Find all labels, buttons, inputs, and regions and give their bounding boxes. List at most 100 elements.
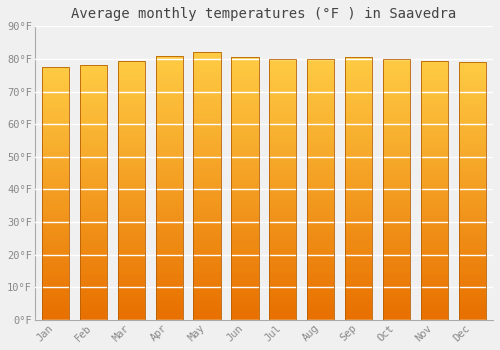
- Bar: [458, 130, 486, 133]
- Bar: [345, 254, 372, 258]
- Bar: [345, 57, 372, 61]
- Bar: [80, 269, 107, 272]
- Bar: [232, 215, 258, 218]
- Bar: [194, 153, 220, 156]
- Bar: [307, 300, 334, 304]
- Bar: [458, 127, 486, 130]
- Bar: [42, 295, 69, 298]
- Bar: [194, 89, 220, 92]
- Bar: [156, 317, 183, 320]
- Bar: [307, 310, 334, 313]
- Bar: [383, 251, 410, 255]
- Bar: [307, 95, 334, 98]
- Bar: [42, 206, 69, 209]
- Bar: [80, 167, 107, 170]
- Bar: [232, 225, 258, 228]
- Bar: [269, 255, 296, 258]
- Bar: [80, 164, 107, 167]
- Bar: [232, 103, 258, 106]
- Bar: [345, 238, 372, 241]
- Bar: [42, 172, 69, 175]
- Bar: [232, 139, 258, 143]
- Bar: [80, 199, 107, 202]
- Bar: [232, 123, 258, 126]
- Bar: [232, 248, 258, 251]
- Bar: [420, 274, 448, 278]
- Bar: [458, 252, 486, 256]
- Bar: [458, 98, 486, 101]
- Bar: [345, 70, 372, 74]
- Bar: [345, 80, 372, 84]
- Bar: [458, 94, 486, 98]
- Bar: [307, 258, 334, 261]
- Bar: [383, 108, 410, 111]
- Bar: [194, 250, 220, 253]
- Bar: [232, 244, 258, 248]
- Bar: [232, 57, 258, 320]
- Bar: [269, 278, 296, 281]
- Bar: [80, 224, 107, 228]
- Bar: [80, 234, 107, 237]
- Bar: [269, 163, 296, 167]
- Bar: [307, 251, 334, 255]
- Bar: [194, 300, 220, 303]
- Bar: [383, 238, 410, 242]
- Bar: [42, 241, 69, 244]
- Bar: [307, 268, 334, 271]
- Bar: [307, 167, 334, 170]
- Bar: [156, 218, 183, 221]
- Bar: [118, 190, 145, 194]
- Bar: [458, 310, 486, 314]
- Bar: [458, 191, 486, 194]
- Bar: [42, 86, 69, 89]
- Bar: [269, 95, 296, 98]
- Bar: [42, 314, 69, 317]
- Bar: [118, 291, 145, 294]
- Bar: [269, 167, 296, 170]
- Bar: [232, 100, 258, 103]
- Bar: [42, 108, 69, 111]
- Bar: [458, 149, 486, 152]
- Bar: [232, 267, 258, 271]
- Bar: [194, 263, 220, 266]
- Bar: [42, 143, 69, 146]
- Bar: [194, 303, 220, 307]
- Bar: [307, 147, 334, 150]
- Bar: [42, 118, 69, 121]
- Bar: [42, 282, 69, 285]
- Bar: [307, 261, 334, 265]
- Bar: [118, 255, 145, 258]
- Bar: [80, 148, 107, 151]
- Bar: [42, 304, 69, 307]
- Bar: [194, 109, 220, 113]
- Bar: [269, 59, 296, 320]
- Bar: [458, 226, 486, 230]
- Bar: [345, 244, 372, 248]
- Bar: [194, 223, 220, 226]
- Bar: [345, 267, 372, 271]
- Bar: [156, 138, 183, 141]
- Bar: [118, 261, 145, 265]
- Bar: [118, 171, 145, 174]
- Bar: [345, 186, 372, 189]
- Bar: [420, 258, 448, 261]
- Bar: [458, 69, 486, 72]
- Bar: [269, 98, 296, 102]
- Bar: [269, 193, 296, 196]
- Bar: [269, 281, 296, 284]
- Bar: [194, 143, 220, 146]
- Bar: [232, 77, 258, 80]
- Bar: [420, 194, 448, 197]
- Bar: [194, 56, 220, 59]
- Bar: [42, 149, 69, 152]
- Bar: [194, 226, 220, 230]
- Bar: [269, 105, 296, 108]
- Bar: [156, 89, 183, 92]
- Bar: [269, 310, 296, 313]
- Bar: [420, 265, 448, 268]
- Bar: [80, 174, 107, 177]
- Bar: [458, 278, 486, 281]
- Bar: [80, 135, 107, 139]
- Bar: [420, 307, 448, 310]
- Bar: [194, 283, 220, 287]
